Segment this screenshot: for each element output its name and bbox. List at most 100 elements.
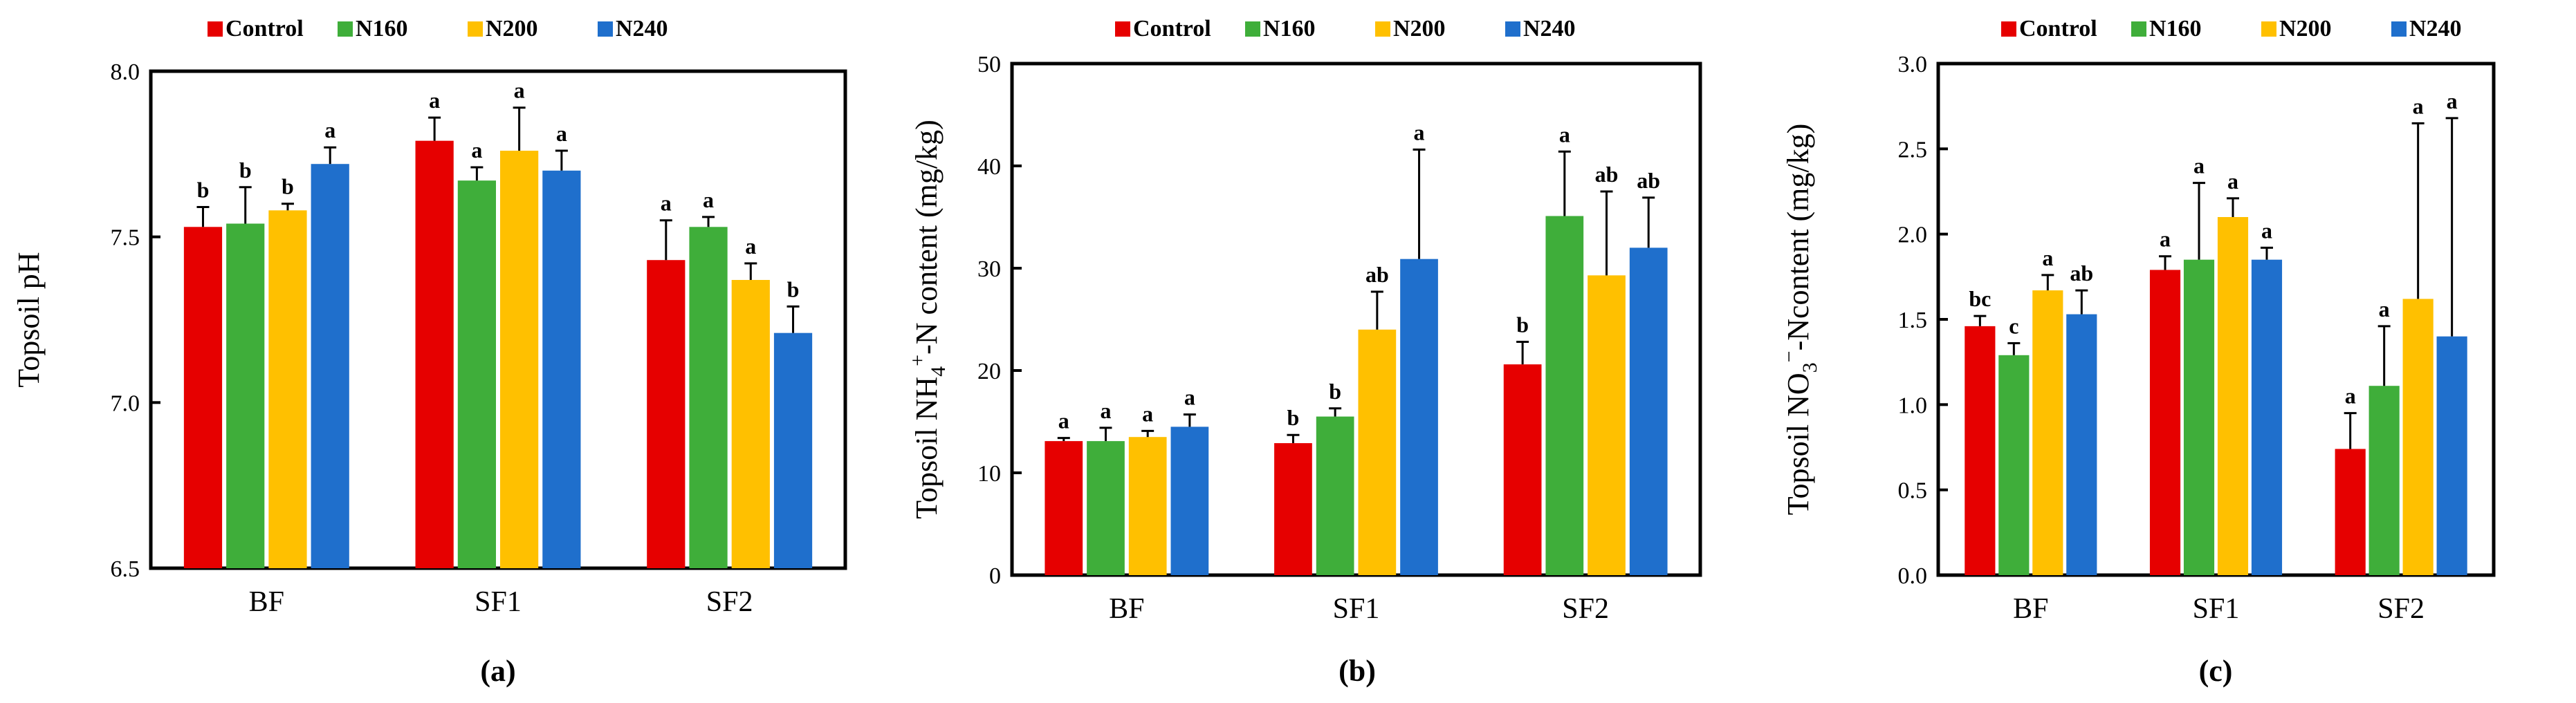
significance-letter: a	[1142, 401, 1153, 426]
y-tick-label: 6.5	[111, 556, 140, 582]
significance-letter: a	[2227, 169, 2238, 194]
y-axis-title-main: Topsoil NH	[910, 377, 944, 519]
significance-letter: a	[745, 234, 756, 259]
bar-n160-sf2	[1545, 216, 1584, 575]
x-category-label: SF1	[1333, 593, 1380, 625]
y-tick-label: 7.0	[111, 391, 140, 416]
significance-letter: a	[429, 88, 440, 113]
x-category-label: SF2	[1562, 593, 1609, 625]
y-axis-title-superscript: −	[1778, 350, 1801, 362]
plot-frame	[149, 69, 847, 570]
significance-letter: b	[1329, 379, 1341, 404]
bar-n160-sf1	[2183, 259, 2215, 575]
y-tick-label: 2.5	[1898, 137, 1928, 162]
y-axis-title-subscript: 4	[927, 366, 950, 377]
significance-letter: a	[2160, 227, 2171, 252]
significance-letter: a	[2261, 218, 2272, 243]
bar-n200-sf2	[2402, 299, 2434, 575]
significance-letter: a	[1559, 122, 1570, 147]
bar-n240-bf	[2066, 314, 2097, 575]
bar-n240-sf2	[773, 332, 813, 568]
bar-control-sf2	[2335, 449, 2366, 575]
legend-label: Control	[2019, 16, 2097, 41]
significance-letter: a	[2379, 297, 2390, 321]
bar-n160-bf	[1087, 441, 1125, 575]
x-category-label: SF2	[706, 586, 753, 618]
significance-letter: a	[1414, 120, 1425, 144]
legend: Control N160 N200 N240	[208, 16, 668, 41]
y-tick-label: 1.5	[1898, 308, 1928, 333]
x-category-label: SF2	[2377, 593, 2425, 625]
bar-n200-bf	[268, 210, 307, 568]
bar-control-sf2	[647, 260, 686, 568]
bar-n160-sf1	[1316, 416, 1354, 575]
bar-n160-sf2	[2368, 386, 2400, 575]
legend-swatch-n160	[1245, 21, 1260, 37]
legend: Control N160 N200 N240	[1115, 16, 1576, 41]
significance-letter: a	[2345, 384, 2356, 409]
y-axis-title-main: Topsoil pH	[12, 252, 46, 387]
legend-swatch-n240	[598, 21, 613, 37]
bar-n240-sf1	[2251, 259, 2283, 575]
significance-letter: ab	[1595, 162, 1619, 187]
x-category-label: SF1	[475, 586, 522, 618]
legend-label: N200	[486, 16, 538, 41]
bar-n200-sf2	[1588, 275, 1626, 575]
legend-label: Control	[226, 16, 304, 41]
bar-n200-sf1	[2217, 217, 2249, 575]
panel-1: 6.5 7.0 7.5 8.0 Topsoil pH b b b a BF a a a a SF1 a a a b S…	[12, 16, 847, 688]
y-axis-title: Topsoil NO3−-Ncontent (mg/kg)	[1778, 124, 1821, 516]
bar-control-bf	[1965, 326, 1996, 575]
legend-label: N240	[2409, 16, 2462, 41]
legend-label: N200	[2279, 16, 2332, 41]
panel-2: 0 10 20 30 40 50 Topsoil NH4+-N content (mg/kg…	[906, 16, 1702, 688]
significance-letter: a	[2042, 245, 2053, 270]
bar-n160-sf1	[457, 180, 496, 568]
y-axis-title-subscript: 3	[1798, 362, 1821, 373]
significance-letter: a	[2413, 93, 2424, 118]
legend-swatch-n200	[468, 21, 483, 37]
bar-n240-sf2	[1629, 247, 1668, 575]
legend-label: Control	[1133, 16, 1211, 41]
significance-letter: b	[1516, 312, 1529, 337]
significance-letter: b	[787, 276, 800, 301]
significance-letter: a	[1100, 398, 1111, 423]
bar-n200-sf1	[500, 151, 539, 569]
bar-n240-sf1	[1400, 259, 1438, 575]
significance-letter: a	[514, 78, 525, 103]
bar-control-bf	[183, 227, 223, 568]
significance-letter: ab	[1365, 262, 1389, 287]
y-tick-label: 1.0	[1898, 393, 1928, 418]
bar-n240-sf2	[2436, 336, 2467, 575]
legend-swatch-control	[2001, 21, 2016, 37]
bar-n240-sf1	[542, 170, 581, 569]
significance-letter: a	[661, 191, 672, 216]
y-tick-label: 2.0	[1898, 223, 1928, 248]
x-category-label: BF	[1109, 593, 1144, 625]
bar-control-sf1	[1274, 443, 1312, 575]
significance-letter: b	[282, 174, 294, 199]
bar-n160-sf2	[689, 227, 728, 568]
y-tick-label: 7.5	[111, 225, 140, 251]
bar-n200-sf1	[1358, 329, 1397, 575]
bar-control-sf2	[1503, 364, 1542, 575]
bar-n200-bf	[2032, 290, 2063, 575]
bar-n240-bf	[311, 164, 349, 569]
y-axis-title: Topsoil NH4+-N content (mg/kg)	[906, 120, 950, 519]
y-axis-title: Topsoil pH	[12, 252, 46, 387]
bar-control-sf1	[2149, 270, 2181, 575]
panel-label: (a)	[480, 654, 515, 688]
legend-label: N240	[616, 16, 668, 41]
bar-n160-bf	[226, 223, 265, 568]
y-tick-label: 0	[989, 563, 1001, 589]
y-tick-label: 0.0	[1898, 563, 1928, 589]
x-category-label: BF	[2013, 593, 2048, 625]
significance-letter: ab	[2070, 261, 2093, 285]
y-tick-label: 0.5	[1898, 478, 1928, 504]
panel-3: 0.0 0.5 1.0 1.5 2.0 2.5 3.0 Topsoil NO3−-Nconte…	[1778, 16, 2496, 688]
legend-swatch-n240	[2391, 21, 2407, 37]
y-axis-title-main: Topsoil NO	[1781, 373, 1815, 515]
significance-letter: a	[1184, 385, 1195, 410]
x-category-label: BF	[249, 586, 284, 618]
